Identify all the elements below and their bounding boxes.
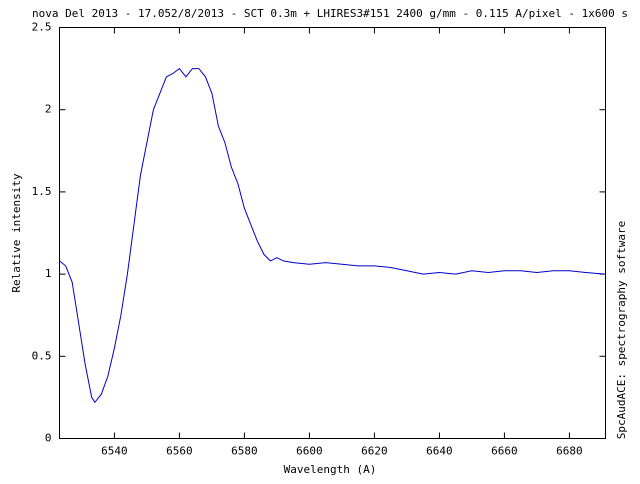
x-tick-label: 6560 bbox=[166, 445, 193, 458]
spectrum-line bbox=[59, 67, 606, 404]
y-tick-label: 2 bbox=[45, 103, 52, 116]
y-tick-label: 0 bbox=[45, 432, 52, 445]
x-tick-label: 6620 bbox=[361, 445, 388, 458]
x-tick-label: 6640 bbox=[426, 445, 453, 458]
x-axis-label: Wavelength (A) bbox=[284, 463, 377, 476]
y-tick-label: 1 bbox=[45, 267, 52, 280]
chart-title: nova Del 2013 - 17.052/8/2013 - SCT 0.3m… bbox=[32, 7, 628, 20]
x-tick-label: 6680 bbox=[556, 445, 583, 458]
side-note: SpcAudACE: spectrography software bbox=[615, 221, 628, 440]
x-tick-label: 6540 bbox=[101, 445, 128, 458]
plot-frame bbox=[59, 27, 606, 439]
x-tick-label: 6600 bbox=[296, 445, 323, 458]
x-tick-label: 6580 bbox=[231, 445, 258, 458]
y-tick-label: 2.5 bbox=[32, 21, 52, 34]
y-tick-label: 1.5 bbox=[32, 185, 52, 198]
y-axis-label: Relative intensity bbox=[10, 173, 23, 293]
y-tick-label: 0.5 bbox=[32, 349, 52, 362]
x-tick-label: 6660 bbox=[491, 445, 518, 458]
